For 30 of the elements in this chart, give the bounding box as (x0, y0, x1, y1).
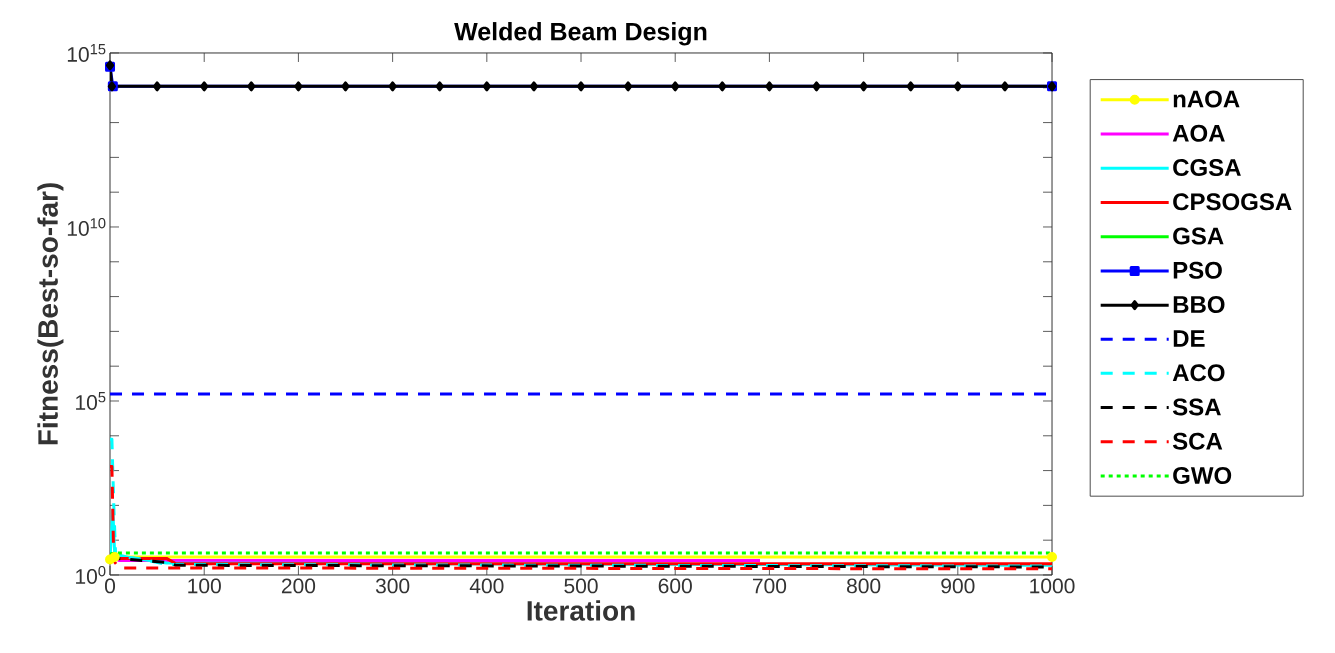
legend-label: nAOA (1173, 90, 1240, 108)
legend-label: SCA (1172, 432, 1223, 450)
legend-label: CGSA (1173, 159, 1241, 177)
x-tick-label: 600 (658, 578, 692, 594)
x-axis-title: Iteration (527, 600, 635, 621)
chart-title: Welded Beam Design (454, 22, 707, 46)
x-tick-label: 100 (188, 578, 221, 594)
x-tick-label: 900 (941, 578, 975, 594)
x-tick-label: 200 (281, 578, 316, 594)
x-tick-label: 1000 (1030, 578, 1075, 594)
legend-label: AOA (1172, 124, 1225, 142)
legend-label: GWO (1173, 466, 1232, 484)
y-tick-label: 10$^{15}$ (67, 44, 106, 62)
x-tick-label: 500 (564, 578, 598, 594)
x-tick-label: 300 (375, 578, 410, 594)
legend-label: GSA (1173, 227, 1224, 245)
legend-label: DE (1173, 330, 1205, 347)
legend-label: BBO (1173, 295, 1225, 313)
legend-label: PSO (1173, 261, 1222, 279)
legend-label: SSA (1172, 398, 1221, 416)
legend-label: CPSOGSA (1173, 193, 1292, 211)
y-tick-label: 10$^{0}$ (76, 566, 106, 584)
legend-label: ACO (1172, 364, 1225, 382)
y-axis-title: Fitness(Best-so-far) (37, 183, 64, 445)
x-tick-label: 800 (847, 578, 881, 594)
x-tick-label: 400 (469, 578, 504, 594)
x-tick-label: 0 (105, 578, 116, 594)
y-tick-label: 10$^{5}$ (76, 392, 106, 410)
y-tick-label: 10$^{10}$ (67, 218, 106, 236)
x-tick-label: 700 (752, 578, 787, 594)
